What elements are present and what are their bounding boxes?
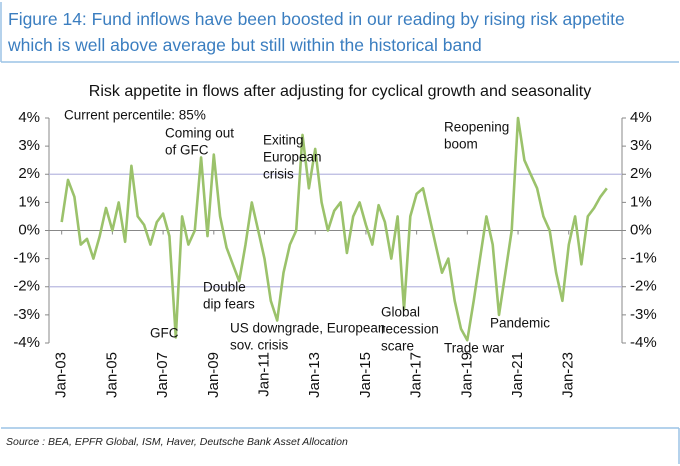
y-tick-label: 1% — [18, 193, 40, 210]
y-tick-label: 3% — [18, 137, 40, 154]
y2-tick-label: 4% — [630, 109, 652, 126]
annotation: European — [263, 150, 322, 165]
annotation: scare — [381, 339, 414, 354]
y-tick-label: 2% — [18, 165, 40, 182]
x-tick-label: Jan-11 — [255, 352, 272, 397]
annotation: Reopening — [444, 120, 509, 135]
y2-tick-label: 0% — [630, 221, 652, 238]
y2-tick-label: 2% — [630, 165, 652, 182]
x-tick-label: Jan-19 — [458, 352, 475, 398]
annotation: Pandemic — [490, 316, 550, 331]
annotation: Exiting — [263, 133, 304, 148]
annotation: sov. crisis — [230, 338, 289, 353]
annotation: Double — [203, 280, 246, 295]
annotation: dip fears — [203, 297, 255, 312]
annotation: Current percentile: 85% — [64, 108, 206, 123]
x-tick-label: Jan-21 — [509, 352, 526, 398]
x-tick-label: Jan-13 — [306, 352, 323, 398]
y2-tick-label: 3% — [630, 137, 652, 154]
x-tick-label: Jan-23 — [560, 352, 577, 398]
annotation: of GFC — [165, 143, 209, 158]
annotation: crisis — [263, 167, 294, 182]
y-tick-label: -2% — [13, 278, 40, 295]
annotation: Coming out — [165, 126, 234, 141]
figure-title: which is well above average but still wi… — [7, 35, 482, 55]
annotation: Trade war — [444, 341, 505, 356]
annotation: US downgrade, European — [230, 321, 385, 336]
x-tick-label: Jan-07 — [154, 352, 171, 398]
annotation: Global — [381, 305, 420, 320]
line-series — [60, 116, 608, 342]
annotation: boom — [444, 137, 478, 152]
y2-tick-label: -4% — [630, 334, 657, 351]
chart-title: Risk appetite in flows after adjusting f… — [89, 83, 591, 100]
source: Source : BEA, EPFR Global, ISM, Haver, D… — [6, 436, 348, 448]
y-tick-label: 4% — [18, 109, 40, 126]
x-tick-label: Jan-15 — [357, 352, 374, 398]
y2-tick-label: -2% — [630, 278, 657, 295]
y2-tick-label: 1% — [630, 193, 652, 210]
y-tick-label: -4% — [13, 334, 40, 351]
x-tick-label: Jan-05 — [103, 352, 120, 398]
y-tick-label: 0% — [18, 221, 40, 238]
y2-tick-label: -1% — [630, 250, 657, 267]
y2-tick-label: -3% — [630, 306, 657, 323]
annotation: GFC — [150, 326, 179, 341]
y-tick-label: -3% — [13, 306, 40, 323]
x-tick-label: Jan-17 — [408, 352, 425, 398]
figure-title: Figure 14: Fund inflows have been booste… — [8, 9, 625, 29]
x-tick-label: Jan-09 — [205, 352, 222, 398]
y-tick-label: -1% — [13, 250, 40, 267]
x-tick-label: Jan-03 — [53, 352, 70, 398]
annotation: recession — [381, 322, 439, 337]
